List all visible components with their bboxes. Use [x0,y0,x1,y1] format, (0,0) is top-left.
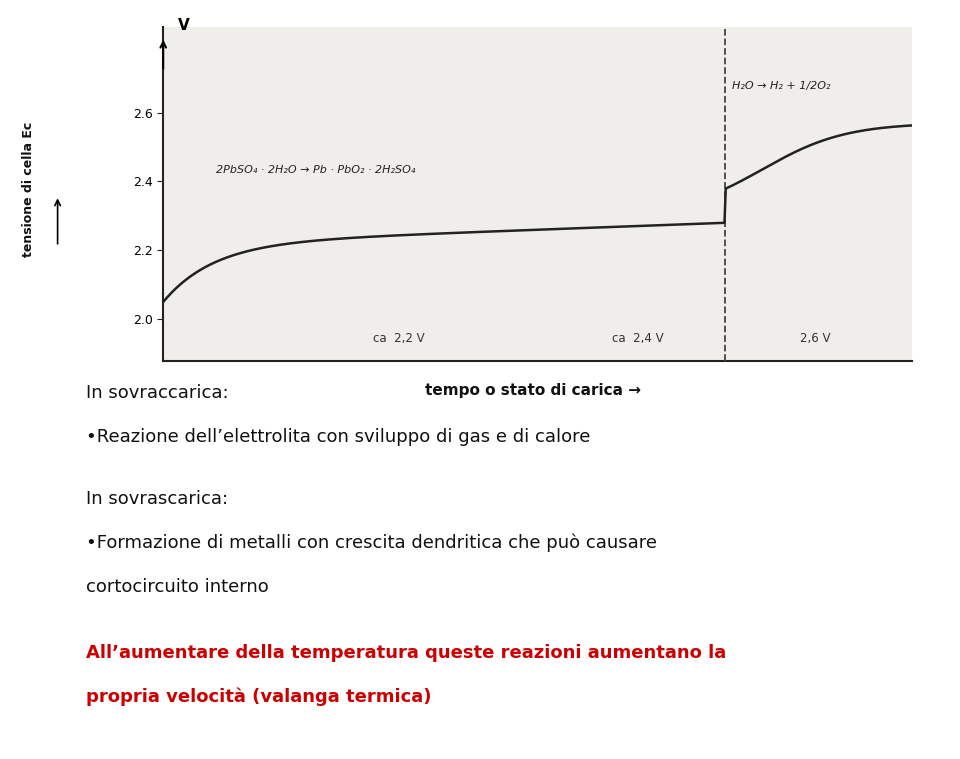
Text: V: V [179,18,190,33]
Text: In sovraccarica:: In sovraccarica: [86,385,229,402]
Text: tempo o stato di carica →: tempo o stato di carica → [425,383,641,398]
Text: •Formazione di metalli con crescita dendritica che può causare: •Formazione di metalli con crescita dend… [86,534,658,552]
Text: All’aumentare della temperatura queste reazioni aumentano la: All’aumentare della temperatura queste r… [86,644,727,662]
Text: 2PbSO₄ · 2H₂O → Pb · PbO₂ · 2H₂SO₄: 2PbSO₄ · 2H₂O → Pb · PbO₂ · 2H₂SO₄ [216,165,415,175]
Text: propria velocità (valanga termica): propria velocità (valanga termica) [86,688,432,706]
Text: In sovrascarica:: In sovrascarica: [86,490,228,508]
Text: cortocircuito interno: cortocircuito interno [86,578,269,596]
Text: tensione di cella Ec: tensione di cella Ec [22,122,36,257]
Text: H₂O → H₂ + 1/2O₂: H₂O → H₂ + 1/2O₂ [732,80,830,90]
Text: •Reazione dell’elettrolita con sviluppo di gas e di calore: •Reazione dell’elettrolita con sviluppo … [86,429,590,446]
Text: ca  2,4 V: ca 2,4 V [612,332,664,345]
Text: 2,6 V: 2,6 V [800,332,830,345]
Text: ca  2,2 V: ca 2,2 V [372,332,424,345]
